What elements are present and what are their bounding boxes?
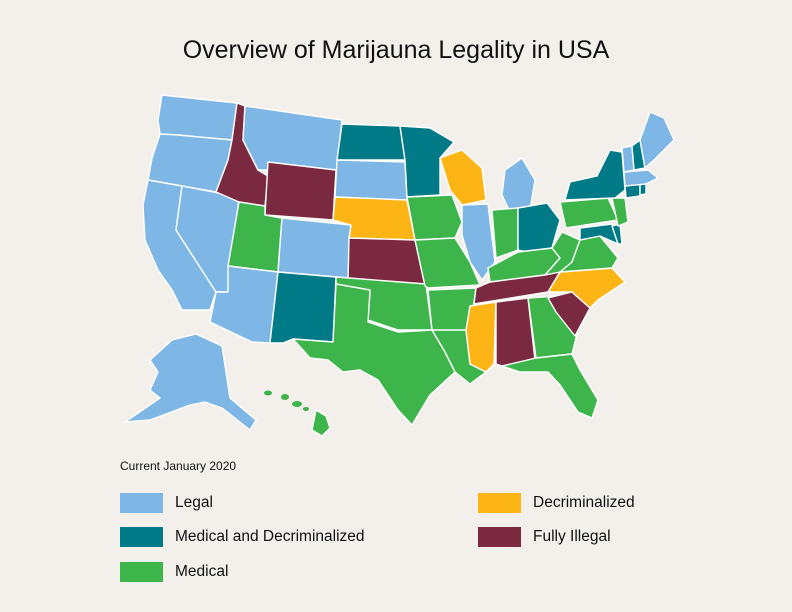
legend-label-illegal: Fully Illegal [533,528,611,545]
legend-swatch-med-decrim [120,527,163,547]
legend-item-med-decrim: Medical and Decriminalized [120,526,365,548]
legend-swatch-medical [120,562,163,582]
legend-label-decrim: Decriminalized [533,494,635,511]
state-nj[interactable] [611,197,629,227]
state-me[interactable] [639,111,675,169]
legend-label-legal: Legal [175,494,213,511]
state-mo[interactable] [414,237,481,289]
state-wa[interactable] [157,94,238,141]
legend-swatch-illegal [478,527,521,547]
state-fl[interactable] [501,353,599,419]
map-title: Overview of Marijauna Legality in USA [182,36,610,64]
state-ak[interactable] [124,333,257,431]
state-il[interactable] [461,203,496,281]
state-wi[interactable] [439,149,487,206]
state-sd[interactable] [334,159,408,201]
state-in[interactable] [491,207,519,259]
state-sc[interactable] [547,291,591,337]
legend-item-legal: Legal [120,492,213,514]
state-md[interactable] [579,223,619,245]
state-ma[interactable] [623,169,659,187]
state-nd[interactable] [336,123,406,161]
state-ms[interactable] [465,301,497,373]
state-mi[interactable] [501,157,536,213]
state-ri[interactable] [639,183,647,196]
legend-item-medical: Medical [120,561,228,583]
state-nm[interactable] [269,271,337,344]
state-co[interactable] [277,217,352,279]
state-wy[interactable] [264,161,337,221]
legend-item-illegal: Fully Illegal [478,526,611,548]
state-ny[interactable] [564,149,626,201]
state-mn[interactable] [399,125,455,198]
date-caption: Current January 2020 [120,459,237,473]
legend-label-med-decrim: Medical and Decriminalized [175,528,365,545]
legend-label-medical: Medical [175,563,229,580]
state-hi[interactable] [264,390,331,437]
state-tx[interactable] [292,283,456,426]
state-pa[interactable] [559,197,619,229]
legend-item-decrim: Decriminalized [478,492,635,514]
legend-swatch-legal [120,493,163,513]
state-ia[interactable] [406,194,463,241]
legend-swatch-decrim [478,493,521,513]
